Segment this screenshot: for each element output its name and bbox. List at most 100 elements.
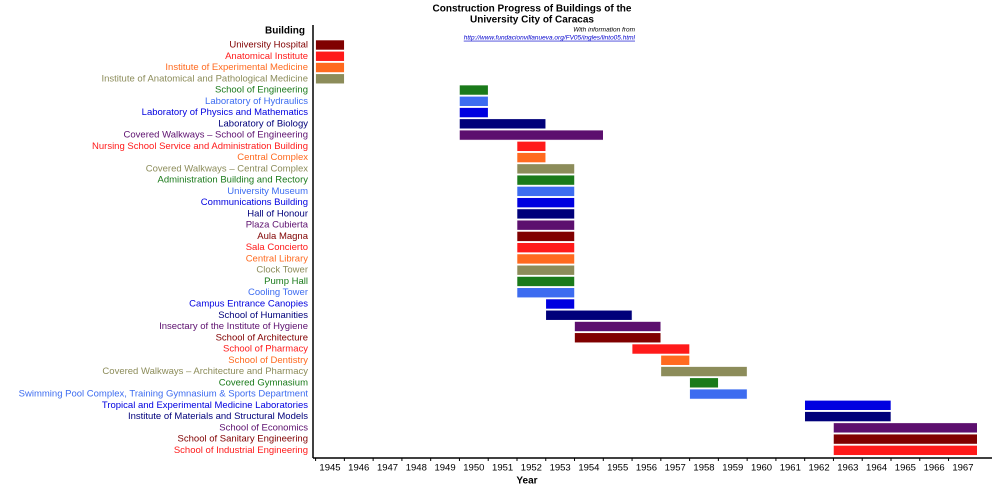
category-label: Plaza Cubierta [246,220,309,231]
category-label: Central Complex [237,152,308,163]
category-label: University Museum [227,186,308,197]
x-tick-label: 1951 [492,463,513,474]
y-axis-title: Building [265,26,305,37]
category-label: Anatomical Institute [225,51,308,62]
bar [804,400,892,411]
category-label: Laboratory of Biology [218,118,308,129]
bar [315,50,345,62]
bar [516,197,575,208]
bar [516,242,575,253]
category-label: Aula Magna [257,231,308,242]
x-tick-label: 1949 [434,463,455,474]
category-label: Swimming Pool Complex, Training Gymnasiu… [19,389,309,400]
x-tick-label: 1961 [780,463,801,474]
bar [516,253,575,265]
bar [660,366,748,377]
category-label: School of Sanitary Engineering [178,434,308,445]
x-tick-label: 1950 [463,463,484,474]
chart-title: University City of Caracas [470,15,594,26]
x-tick-label: 1960 [751,463,772,474]
bar [689,377,719,389]
bar [660,354,690,366]
bar [459,96,489,107]
x-tick-label: 1966 [924,463,945,474]
category-label: Laboratory of Hydraulics [205,96,308,107]
category-label: Covered Walkways – Architecture and Phar… [102,366,308,377]
x-tick-label: 1946 [348,463,369,474]
x-axis-title: Year [516,476,537,487]
category-label: School of Economics [219,422,308,433]
category-label: Institute of Anatomical and Pathological… [102,73,309,84]
bar [545,298,575,310]
bar [833,445,978,456]
bar [315,62,345,73]
bar [459,118,547,130]
bar [833,433,978,445]
bar [516,219,575,231]
chart-title: Construction Progress of Buildings of th… [433,4,632,15]
x-tick-label: 1954 [578,463,599,474]
category-label: School of Pharmacy [223,344,308,355]
category-label: Nursing School Service and Administratio… [92,141,308,152]
x-tick-label: 1948 [406,463,427,474]
bar [459,107,489,118]
category-label: Administration Building and Rectory [158,175,309,186]
x-tick-label: 1945 [319,463,340,474]
bar [833,422,978,434]
category-label: Institute of Experimental Medicine [165,62,308,73]
bar [516,276,575,287]
x-tick-label: 1952 [521,463,542,474]
bar [516,231,575,242]
bar [574,321,662,332]
category-label: School of Architecture [216,332,308,343]
bar [574,332,662,344]
category-label: Insectary of the Institute of Hygiene [159,321,308,332]
bar [516,174,575,186]
bar [516,208,575,220]
x-tick-label: 1962 [808,463,829,474]
bar [516,141,547,152]
source-link[interactable]: http://www.fundacionvillanueva.org/FV05/… [464,35,636,42]
category-label: School of Engineering [215,85,308,96]
x-tick-label: 1965 [895,463,916,474]
bar [689,388,748,400]
category-label: Covered Walkways – Central Complex [146,163,309,174]
category-label: Hall of Honour [247,208,308,219]
category-label: Clock Tower [256,265,308,276]
bar [516,186,575,197]
category-label: Covered Walkways – School of Engineering [124,130,308,141]
category-label: School of Industrial Engineering [174,445,308,456]
bar [516,163,575,175]
bar [804,411,892,422]
x-tick-label: 1957 [665,463,686,474]
bar [545,309,633,321]
category-label: Campus Entrance Canopies [189,298,308,309]
bar [315,39,345,51]
bar [516,152,547,163]
x-tick-label: 1967 [952,463,973,474]
bar [315,73,345,85]
x-tick-label: 1963 [837,463,858,474]
x-tick-label: 1953 [550,463,571,474]
bar [516,264,575,276]
category-label: Covered Gymnasium [219,377,308,388]
category-label: Cooling Tower [248,287,308,298]
x-tick-label: 1956 [636,463,657,474]
category-label: Pump Hall [264,276,308,287]
bar [459,129,604,141]
x-tick-label: 1947 [377,463,398,474]
bar [516,287,575,299]
note: With information from [573,27,635,34]
bar [459,84,489,96]
category-label: Laboratory of Physics and Mathematics [142,107,309,118]
category-label: Institute of Materials and Structural Mo… [128,411,308,422]
category-label: School of Dentistry [228,355,308,366]
x-tick-label: 1964 [866,463,887,474]
bar [631,343,690,355]
x-tick-label: 1959 [722,463,743,474]
x-tick-label: 1955 [607,463,628,474]
x-tick-label: 1958 [693,463,714,474]
category-label: School of Humanities [218,310,308,321]
category-label: Sala Concierto [246,242,308,253]
